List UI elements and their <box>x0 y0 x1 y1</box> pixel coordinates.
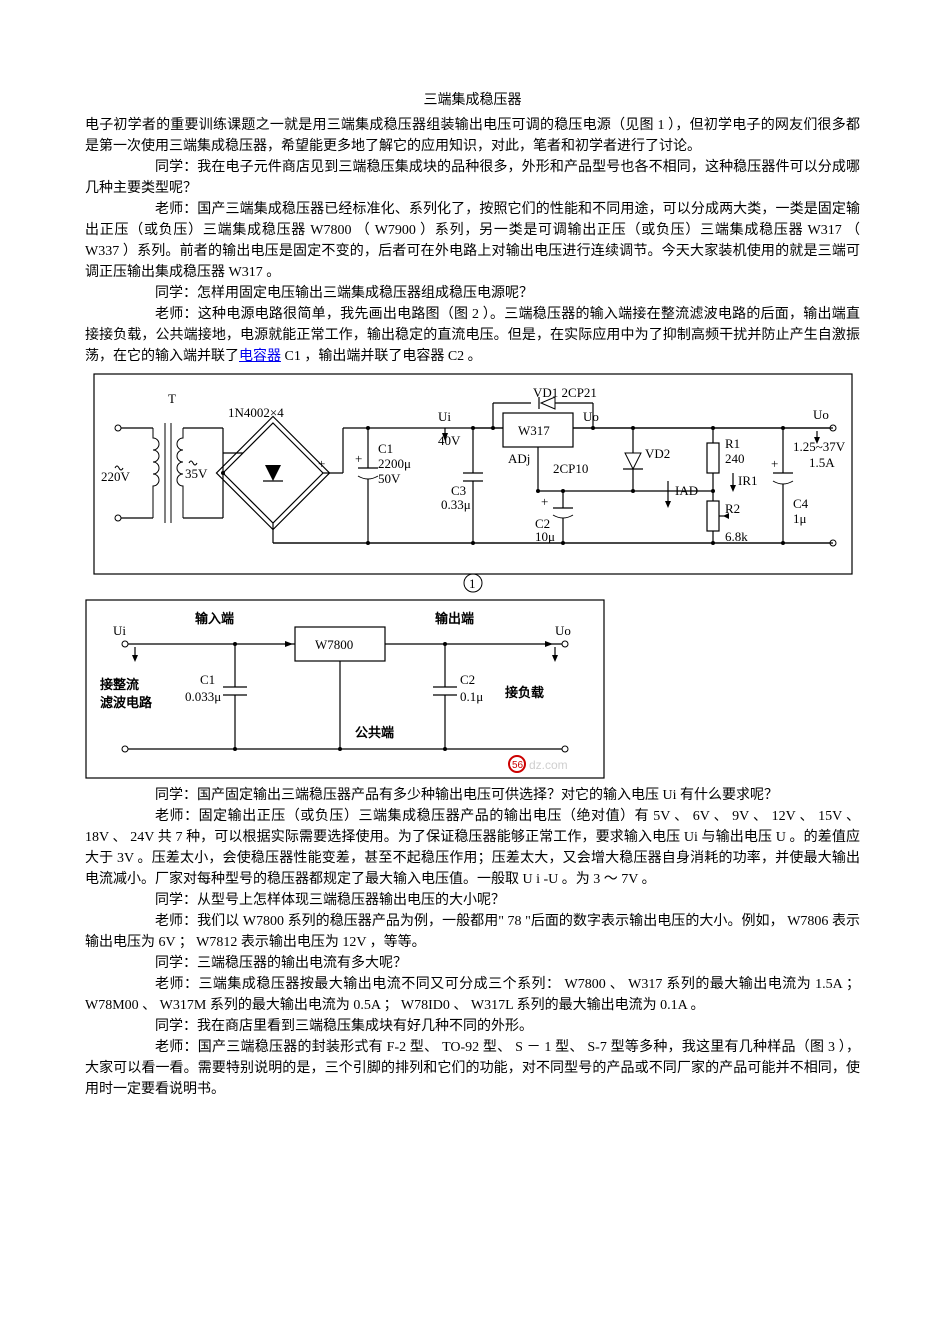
lbl-C2b: C2 <box>460 672 475 687</box>
lbl-R1v: 240 <box>725 451 745 466</box>
lbl-W7800: W7800 <box>315 637 353 652</box>
lbl-Uo2: Uo <box>555 623 571 638</box>
para-a3: 老师：固定输出正压（或负压）三端集成稳压器产品的输出电压（绝对值）有 5V 、 … <box>85 806 860 890</box>
svg-text:+: + <box>541 494 548 509</box>
lbl-VD1: VD1 2CP21 <box>533 385 597 400</box>
lbl-C3v: 0.33μ <box>441 497 471 512</box>
lbl-circ1: 1 <box>469 576 476 591</box>
lbl-com: 公共端 <box>355 725 394 740</box>
svg-text:+: + <box>355 451 362 466</box>
lbl-2cp10: 2CP10 <box>553 461 588 476</box>
lbl-R1: R1 <box>725 436 740 451</box>
lbl-ADj: ADj <box>508 451 530 466</box>
circuit-figure-2: W7800 输入端 输出端 Ui Uo 公共端 C1 0.033μ C2 0.1… <box>85 599 605 779</box>
lbl-IR1: IR1 <box>738 473 758 488</box>
lbl-R2: R2 <box>725 501 740 516</box>
para-q5: 同学：三端稳压器的输出电流有多大呢？ <box>85 953 860 974</box>
para-intro: 电子初学者的重要训练课题之一就是用三端集成稳压器组装输出电压可调的稳压电源（见图… <box>85 115 860 157</box>
lbl-Ui2: Ui <box>113 623 126 638</box>
para-a4: 老师：我们以 W7800 系列的稳压器产品为例，一般都用" 78 "后面的数字表… <box>85 911 860 953</box>
lbl-Ui: Ui <box>438 409 451 424</box>
para-q3: 同学：国产固定输出三端稳压器产品有多少种输出电压可供选择？对它的输入电压 Ui … <box>85 785 860 806</box>
para-a5: 老师：三端集成稳压器按最大输出电流不同又可分成三个系列： W7800 、 W31… <box>85 974 860 1016</box>
lbl-C1: C1 <box>378 441 393 456</box>
capacitor-link[interactable]: 电容器 <box>239 349 281 364</box>
para-q6: 同学：我在商店里看到三端稳压集成块有好几种不同的外形。 <box>85 1016 860 1037</box>
page-title: 三端集成稳压器 <box>85 90 860 111</box>
para-q4: 同学：从型号上怎样体现三端稳压器输出电压的大小呢？ <box>85 890 860 911</box>
para-a2-post: C1 ，输出端并联了电容器 C2 。 <box>281 349 482 364</box>
lbl-C3: C3 <box>451 483 466 498</box>
lbl-T: T <box>168 391 176 406</box>
lbl-left1: 接整流 <box>100 677 139 692</box>
lbl-Uo: Uo <box>583 409 599 424</box>
lbl-220v: 220V <box>101 469 131 484</box>
lbl-40v: 40V <box>438 433 461 448</box>
lbl-C4v: 1μ <box>793 511 807 526</box>
para-a1: 老师：国产三端集成稳压器已经标准化、系列化了，按照它们的性能和不同用途，可以分成… <box>85 199 860 283</box>
para-q1: 同学：我在电子元件商店见到三端稳压集成块的品种很多，外形和产品型号也各不相同，这… <box>85 157 860 199</box>
para-a2: 老师：这种电源电路很简单，我先画出电路图（图 2 ）。三端稳压器的输入端接在整流… <box>85 304 860 367</box>
circuit-figure-1: 220V T 35V + 1N4002×4 C1 2200 <box>93 373 853 593</box>
lbl-C1b: 50V <box>378 471 401 486</box>
watermark: dz.com <box>529 758 568 772</box>
lbl-C1a: 2200μ <box>378 456 411 471</box>
lbl-IAD: IAD <box>675 483 698 498</box>
para-a6: 老师：国产三端稳压器的封装形式有 F-2 型、 TO-92 型、 S － 1 型… <box>85 1037 860 1100</box>
lbl-W317: W317 <box>518 423 550 438</box>
lbl-C1b: C1 <box>200 672 215 687</box>
lbl-C4: C4 <box>793 496 809 511</box>
lbl-left2: 滤波电路 <box>100 695 153 710</box>
lbl-R2v: 6.8k <box>725 529 748 544</box>
lbl-UoRange: 1.25~37V <box>793 439 846 454</box>
svg-text:56: 56 <box>512 760 524 771</box>
lbl-C1bv: 0.033μ <box>185 689 221 704</box>
lbl-in: 输入端 <box>195 611 234 626</box>
svg-text:+: + <box>318 456 325 471</box>
lbl-Iout: 1.5A <box>809 455 835 470</box>
lbl-out: 输出端 <box>435 611 474 626</box>
lbl-VD2: VD2 <box>645 446 670 461</box>
lbl-35v: 35V <box>185 466 208 481</box>
lbl-right: 接负载 <box>505 685 544 700</box>
lbl-C2v: 10μ <box>535 529 555 544</box>
lbl-UoR: Uo <box>813 407 829 422</box>
lbl-1n4002: 1N4002×4 <box>228 405 284 420</box>
para-q2: 同学：怎样用固定电压输出三端集成稳压器组成稳压电源呢？ <box>85 283 860 304</box>
svg-text:+: + <box>771 456 778 471</box>
lbl-C2bv: 0.1μ <box>460 689 483 704</box>
